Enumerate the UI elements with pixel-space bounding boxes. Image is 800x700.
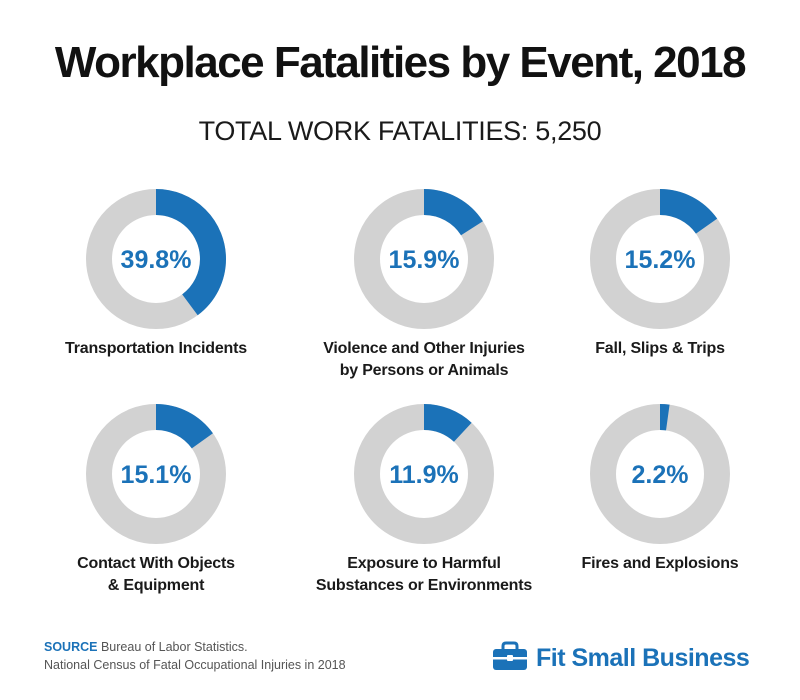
donut-card: 15.9% Violence and Other Injuries by Perso… bbox=[304, 188, 544, 382]
donut-category-label: Violence and Other Injuries by Persons or… bbox=[304, 338, 544, 382]
category-label-line: Fall, Slips & Trips bbox=[595, 340, 725, 357]
donut-segment bbox=[354, 189, 494, 329]
brand-name: Fit Small Business bbox=[536, 643, 750, 672]
category-label-line: Violence and Other Injuries bbox=[323, 340, 525, 357]
donut-category-label: Contact With Objects & Equipment bbox=[36, 553, 276, 597]
donut-category-label: Transportation Incidents bbox=[36, 338, 276, 360]
category-label-line: Exposure to Harmful bbox=[347, 555, 501, 572]
category-label-line: Fires and Explosions bbox=[581, 555, 739, 572]
donut-value-label: 2.2% bbox=[632, 461, 689, 489]
donut-card: 15.2% Fall, Slips & Trips bbox=[540, 188, 780, 360]
category-label-line: Substances or Environments bbox=[315, 577, 533, 594]
donut-segment bbox=[590, 404, 730, 544]
donut-segment bbox=[86, 404, 226, 544]
donut-chart: 39.8% bbox=[86, 189, 226, 329]
donut-segment bbox=[590, 189, 730, 329]
category-label-line: by Persons or Animals bbox=[339, 362, 509, 379]
donut-card: 15.1% Contact With Objects & Equipment bbox=[36, 403, 276, 597]
donut-chart: 15.9% bbox=[354, 189, 494, 329]
donut-chart: 11.9% bbox=[354, 404, 494, 544]
donut-category-label: Exposure to Harmful Substances or Environ… bbox=[304, 553, 544, 597]
donut-chart: 15.2% bbox=[590, 189, 730, 329]
source-line-2: National Census of Fatal Occupational In… bbox=[44, 658, 346, 672]
donut-card: 2.2% Fires and Explosions bbox=[540, 403, 780, 575]
chart-subtitle: TOTAL WORK FATALITIES: 5,250 bbox=[198, 116, 602, 146]
chart-title: Workplace Fatalities by Event, 2018 bbox=[54, 38, 747, 87]
category-label-line: Transportation Incidents bbox=[65, 340, 247, 357]
source-tag: SOURCE bbox=[44, 640, 98, 654]
donut-segment bbox=[354, 404, 494, 544]
category-label-line: Contact With Objects bbox=[77, 555, 235, 572]
donut-card: 11.9% Exposure to Harmful Substances or En… bbox=[304, 403, 544, 597]
donut-category-label: Fires and Explosions bbox=[540, 553, 780, 575]
donut-category-label: Fall, Slips & Trips bbox=[540, 338, 780, 360]
donut-chart: 15.1% bbox=[86, 404, 226, 544]
source-line-1: Bureau of Labor Statistics. bbox=[100, 640, 248, 654]
donut-chart: 2.2% bbox=[590, 404, 730, 544]
donut-value-label: 11.9% bbox=[389, 461, 459, 489]
briefcase-icon bbox=[492, 641, 528, 676]
source-note: SOURCE Bureau of Labor Statistics. Natio… bbox=[44, 638, 346, 674]
brand-logo: Fit Small Business bbox=[492, 640, 750, 676]
category-label-line: & Equipment bbox=[107, 577, 205, 594]
donut-value-label: 15.9% bbox=[389, 246, 460, 274]
donut-card: 39.8% Transportation Incidents bbox=[36, 188, 276, 360]
donut-value-label: 39.8% bbox=[121, 246, 192, 274]
donut-segment bbox=[86, 189, 226, 329]
donut-value-label: 15.2% bbox=[625, 246, 696, 274]
donut-value-label: 15.1% bbox=[121, 461, 192, 489]
